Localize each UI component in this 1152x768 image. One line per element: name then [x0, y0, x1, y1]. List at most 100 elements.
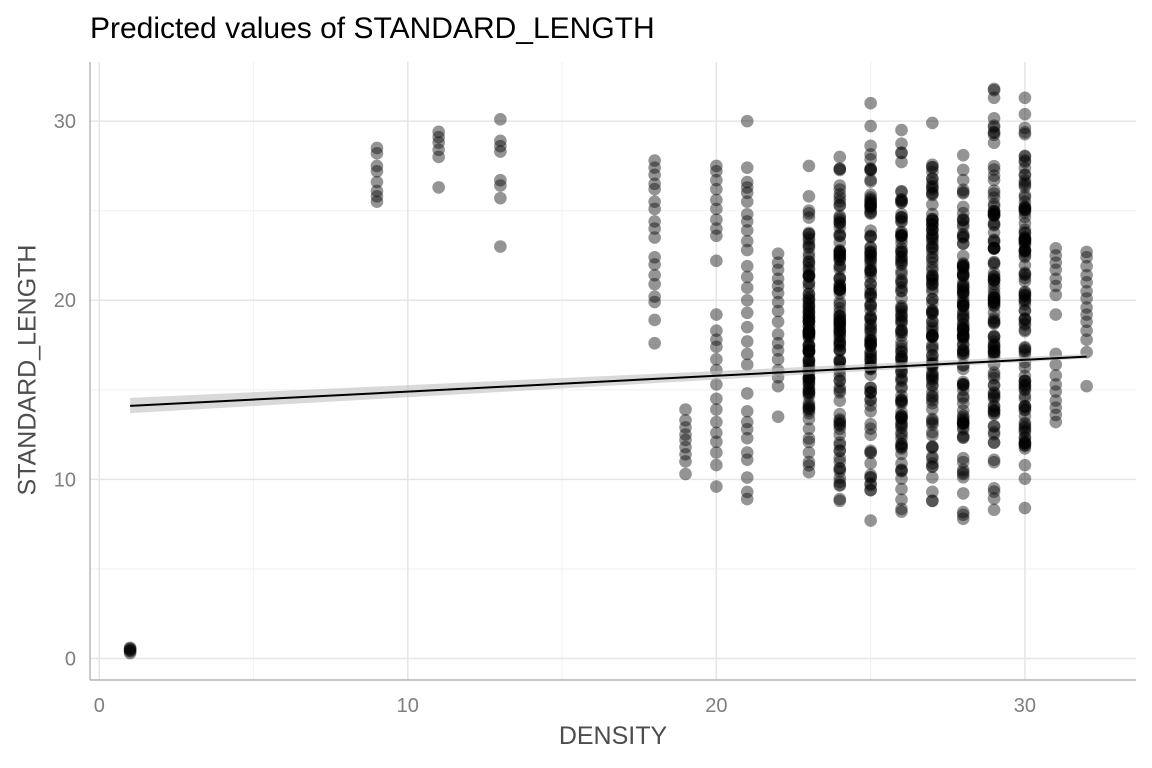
- data-point: [895, 380, 908, 394]
- data-point: [987, 368, 1001, 382]
- data-point: [710, 324, 723, 337]
- data-point: [833, 384, 847, 397]
- data-point: [771, 304, 785, 318]
- data-point: [1049, 394, 1063, 407]
- data-point: [895, 185, 908, 199]
- data-point: [956, 338, 970, 351]
- data-point: [987, 428, 1001, 441]
- data-point: [1018, 226, 1032, 239]
- data-point: [895, 228, 908, 242]
- data-point: [1018, 292, 1032, 306]
- data-point: [802, 311, 816, 324]
- data-point: [1018, 176, 1032, 190]
- data-point: [926, 379, 939, 393]
- data-point: [833, 492, 847, 506]
- data-point: [370, 164, 384, 178]
- data-point: [926, 297, 939, 310]
- data-point: [1080, 301, 1093, 314]
- data-point: [926, 391, 939, 404]
- data-point: [956, 286, 970, 300]
- data-point: [1018, 378, 1032, 391]
- data-point: [956, 309, 970, 323]
- data-point: [648, 202, 661, 216]
- data-point: [864, 417, 877, 431]
- data-point: [926, 414, 939, 427]
- data-point: [833, 217, 847, 230]
- data-point: [833, 494, 847, 508]
- data-point: [987, 339, 1001, 352]
- data-point: [926, 252, 939, 266]
- data-point: [1018, 378, 1032, 392]
- data-point: [1018, 400, 1032, 414]
- data-point: [864, 345, 877, 359]
- data-point: [864, 207, 877, 220]
- data-point: [833, 329, 847, 343]
- data-point: [123, 646, 137, 660]
- data-point: [956, 467, 970, 481]
- data-point: [802, 298, 816, 312]
- data-point: [895, 463, 908, 476]
- data-point: [864, 246, 877, 259]
- data-point: [1080, 259, 1093, 273]
- data-point: [926, 319, 939, 332]
- data-point: [1018, 472, 1032, 485]
- data-point: [802, 324, 816, 337]
- data-point: [956, 404, 970, 417]
- data-point: [956, 344, 970, 358]
- data-point: [864, 399, 877, 412]
- data-point: [833, 471, 847, 485]
- data-point: [1018, 231, 1032, 244]
- data-point: [926, 393, 939, 407]
- data-point: [987, 379, 1001, 392]
- data-point: [956, 470, 970, 484]
- data-point: [987, 255, 1001, 269]
- data-point: [802, 293, 816, 306]
- data-point: [802, 340, 816, 354]
- data-point: [864, 163, 877, 177]
- data-point: [710, 164, 723, 178]
- data-point: [833, 247, 847, 261]
- data-point: [802, 328, 816, 342]
- data-point: [926, 230, 939, 244]
- data-point: [1018, 174, 1032, 187]
- data-point: [895, 245, 908, 259]
- data-point: [864, 393, 877, 406]
- data-point: [987, 389, 1001, 403]
- data-point: [833, 272, 847, 286]
- data-point: [895, 432, 908, 445]
- data-point: [740, 471, 754, 484]
- data-point: [1018, 430, 1032, 444]
- chart-title: Predicted values of STANDARD_LENGTH: [90, 12, 655, 45]
- data-point: [987, 204, 1001, 218]
- data-point: [1018, 201, 1032, 215]
- data-point: [956, 200, 970, 214]
- data-point: [1018, 403, 1032, 417]
- data-point: [956, 463, 970, 477]
- data-point: [864, 337, 877, 351]
- data-point: [802, 400, 816, 414]
- data-point: [833, 179, 847, 192]
- data-point: [370, 195, 384, 209]
- data-point: [1018, 361, 1032, 374]
- data-point: [1018, 161, 1032, 175]
- data-point: [987, 407, 1001, 420]
- data-point: [1018, 383, 1032, 397]
- x-tick-label: 10: [397, 695, 419, 717]
- data-point: [926, 389, 939, 403]
- data-point: [987, 453, 1001, 467]
- data-point: [1018, 431, 1032, 445]
- data-point: [956, 299, 970, 313]
- data-point: [679, 433, 692, 447]
- axes: [89, 62, 1136, 681]
- data-point: [895, 409, 908, 423]
- data-point: [895, 225, 908, 239]
- data-point: [926, 223, 939, 237]
- data-point: [864, 287, 877, 301]
- data-point: [802, 231, 816, 245]
- data-point: [802, 404, 816, 417]
- data-point: [956, 230, 970, 244]
- data-point: [864, 205, 877, 218]
- y-axis-label: STANDARD_LENGTH: [13, 244, 42, 496]
- data-point: [895, 311, 908, 325]
